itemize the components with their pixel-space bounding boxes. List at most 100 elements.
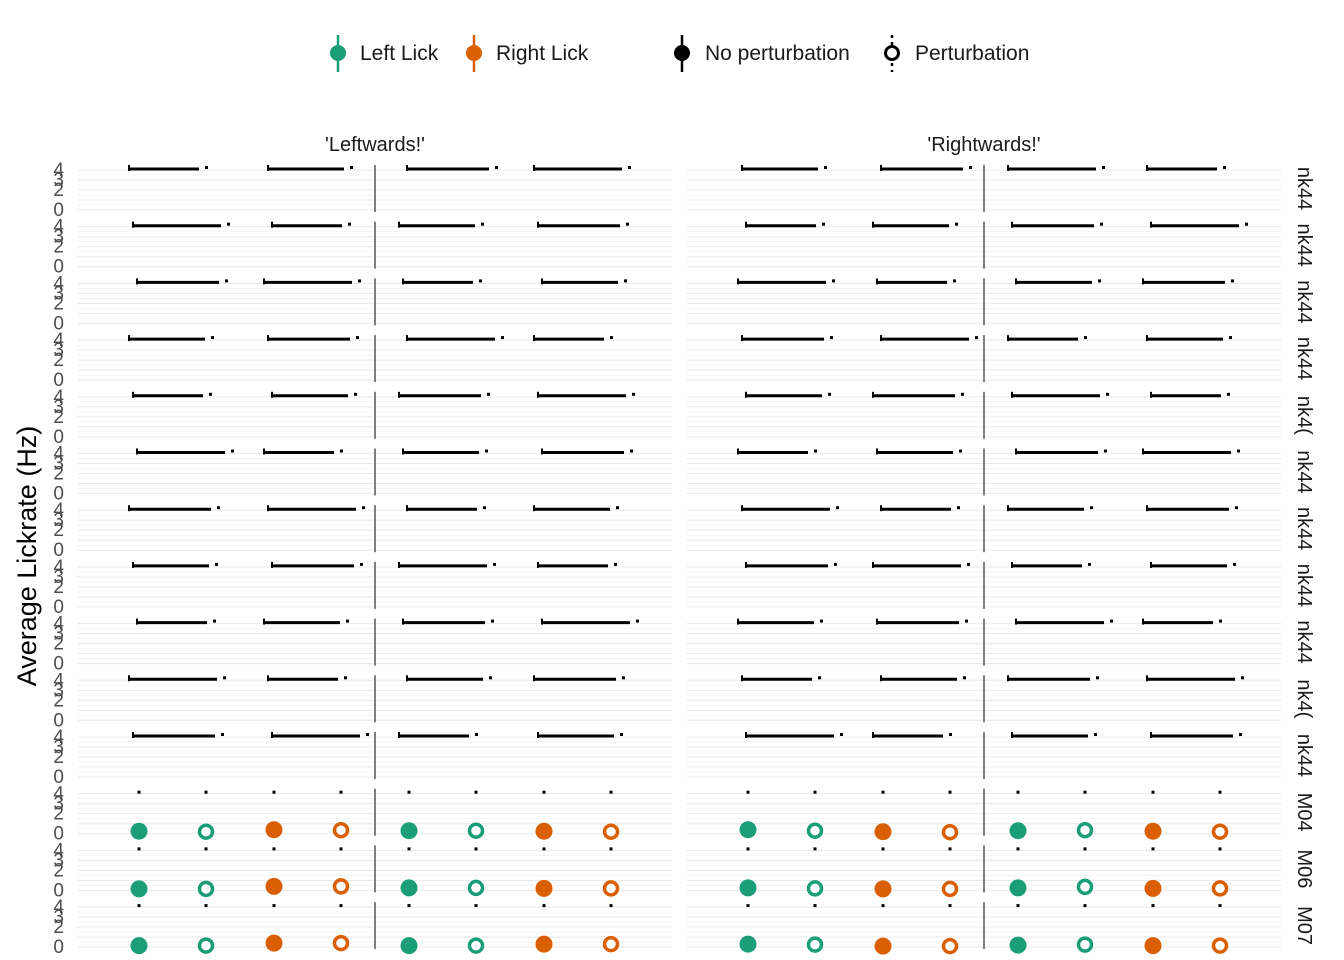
trace-dot bbox=[209, 392, 212, 396]
y-tick-label: 2 bbox=[53, 520, 64, 541]
errorbar-cap bbox=[1151, 847, 1155, 851]
trace-dot bbox=[828, 392, 831, 396]
data-point bbox=[941, 880, 959, 898]
legend-label-left-lick: Left Lick bbox=[360, 42, 439, 65]
errorbar-cap bbox=[881, 790, 885, 794]
errorbar-cap bbox=[407, 904, 411, 908]
data-point bbox=[874, 823, 892, 841]
y-tick-label: 2 bbox=[53, 577, 64, 598]
facet-panel bbox=[78, 561, 672, 609]
data-point bbox=[130, 880, 148, 898]
trace-dot bbox=[223, 676, 226, 680]
facet-panel bbox=[687, 845, 1281, 898]
y-tick-label: 4 bbox=[53, 217, 64, 238]
y-tick-label: 4 bbox=[53, 614, 64, 635]
facet-panel bbox=[687, 391, 1281, 439]
trace-dot bbox=[358, 279, 361, 283]
trace-dot bbox=[475, 733, 478, 736]
y-tick-label: 4 bbox=[53, 840, 64, 861]
data-point bbox=[1211, 823, 1229, 840]
trace-dot bbox=[961, 392, 964, 396]
y-tick-label: 4 bbox=[53, 273, 64, 294]
data-point bbox=[1144, 937, 1162, 955]
facet-panel bbox=[78, 618, 672, 666]
data-point bbox=[265, 877, 283, 895]
trace-dot bbox=[227, 222, 230, 226]
errorbar-cap bbox=[204, 904, 208, 908]
trace-dot bbox=[840, 733, 843, 736]
trace-dot bbox=[356, 336, 359, 340]
row-strip-label: nk44 bbox=[1293, 507, 1315, 550]
y-tick-label: 0 bbox=[53, 313, 64, 334]
y-tick-label: 0 bbox=[53, 427, 64, 448]
data-point bbox=[130, 822, 148, 840]
trace-dot bbox=[491, 619, 494, 623]
trace-dot bbox=[626, 222, 629, 226]
errorbar-cap bbox=[339, 847, 343, 851]
data-point bbox=[467, 937, 485, 954]
trace-dot bbox=[1106, 392, 1109, 396]
errorbar-cap bbox=[1016, 790, 1020, 794]
errorbar-cap bbox=[1083, 790, 1087, 794]
facet-panel bbox=[687, 675, 1281, 723]
trace-dot bbox=[481, 222, 484, 226]
y-tick-label: 3 bbox=[53, 567, 64, 588]
data-point bbox=[535, 935, 553, 953]
errorbar-cap bbox=[542, 847, 546, 851]
legend-label-perturbation: Perturbation bbox=[915, 42, 1029, 65]
trace-dot bbox=[1094, 733, 1097, 736]
trace-dot bbox=[963, 676, 966, 680]
errorbar-cap bbox=[407, 847, 411, 851]
y-tick-label: 0 bbox=[53, 597, 64, 618]
errorbar-cap bbox=[746, 904, 750, 908]
data-point bbox=[874, 880, 892, 898]
y-tick-label: 2 bbox=[53, 180, 64, 201]
trace-dot bbox=[1227, 392, 1230, 396]
trace-dot bbox=[1229, 336, 1232, 340]
facet-panel bbox=[78, 221, 672, 269]
trace-dot bbox=[834, 562, 837, 566]
data-point bbox=[1076, 878, 1094, 896]
trace-dot bbox=[949, 733, 952, 736]
facet-panel bbox=[78, 675, 672, 723]
trace-dot bbox=[487, 392, 490, 396]
errorbar-cap bbox=[948, 847, 952, 851]
y-tick-label: 0 bbox=[53, 824, 64, 845]
facet-panel bbox=[78, 278, 672, 326]
trace-dot bbox=[1090, 506, 1093, 510]
trace-dot bbox=[636, 619, 639, 623]
trace-dot bbox=[1104, 449, 1107, 453]
data-point bbox=[332, 878, 350, 895]
trace-dot bbox=[953, 279, 956, 283]
trace-dot bbox=[610, 336, 613, 340]
trace-dot bbox=[1241, 676, 1244, 680]
errorbar-cap bbox=[1016, 847, 1020, 851]
facet-panel bbox=[687, 448, 1281, 496]
trace-dot bbox=[969, 166, 972, 169]
errorbar-cap bbox=[272, 904, 276, 908]
errorbar-cap bbox=[542, 790, 546, 794]
data-point bbox=[197, 823, 215, 840]
trace-dot bbox=[366, 733, 369, 736]
trace-dot bbox=[955, 222, 958, 226]
trace-dot bbox=[830, 336, 833, 340]
facet-panel bbox=[78, 391, 672, 439]
trace-dot bbox=[1223, 166, 1226, 169]
data-point bbox=[265, 934, 283, 952]
y-tick-label: 2 bbox=[53, 634, 64, 655]
errorbar-cap bbox=[474, 790, 478, 794]
y-tick-label: 0 bbox=[53, 710, 64, 731]
data-point bbox=[739, 935, 757, 953]
errorbar-cap bbox=[813, 790, 817, 794]
legend-label-no-perturbation: No perturbation bbox=[705, 42, 850, 65]
y-tick-label: 4 bbox=[53, 727, 64, 748]
trace-dot bbox=[614, 562, 617, 566]
trace-dot bbox=[1233, 562, 1236, 566]
y-tick-label: 0 bbox=[53, 484, 64, 505]
data-point bbox=[602, 880, 620, 897]
trace-dot bbox=[205, 166, 208, 169]
